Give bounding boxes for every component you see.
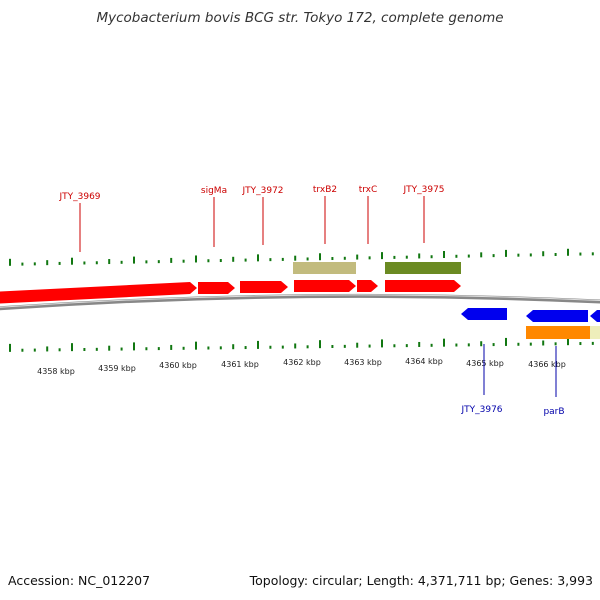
gene-label-parb[interactable]: parB [543, 407, 564, 417]
genome-summary-text: Topology: circular; Length: 4,371,711 bp… [249, 573, 593, 588]
gene-arrow-parb[interactable] [526, 310, 588, 322]
gene-label-jty_3975[interactable]: JTY_3975 [402, 185, 444, 195]
genome-backbone [0, 293, 600, 311]
feature-olive[interactable] [385, 262, 461, 274]
gene-arrow-jty3969[interactable] [0, 282, 197, 304]
genome-title: Mycobacterium bovis BCG str. Tokyo 172, … [96, 10, 504, 26]
gene-arrow-jty3972[interactable] [240, 281, 288, 293]
gene-arrow-trxb2[interactable] [294, 280, 356, 292]
gene-arrow-unlabeled[interactable] [590, 310, 600, 322]
kbp-scale: 4358 kbp 4359 kbp 4360 kbp 4361 kbp 4362 kbp… [37, 357, 566, 376]
reverse-strand-track [461, 308, 600, 339]
kbp-label: 4361 kbp [221, 360, 259, 369]
kbp-label: 4363 kbp [344, 358, 382, 367]
kbp-label: 4365 kbp [466, 359, 504, 368]
gene-label-jty_3976[interactable]: JTY_3976 [460, 405, 502, 415]
gene-label-trxb2[interactable]: trxB2 [313, 185, 337, 195]
accession-text: Accession: NC_012207 [8, 573, 151, 588]
kbp-label: 4358 kbp [37, 367, 75, 376]
gene-arrow-jty3975[interactable] [385, 280, 461, 292]
gene-labels: JTY_3969 sigMa JTY_3972 trxB2 trxC JTY_3975 JT… [58, 185, 564, 417]
gene-arrow-jty3976[interactable] [461, 308, 507, 320]
gene-arrow-trxc[interactable] [357, 280, 378, 292]
gene-arrow-sigma[interactable] [198, 282, 235, 294]
gene-label-trxc[interactable]: trxC [359, 185, 378, 195]
genome-backbone-highlight [0, 294, 600, 308]
gene-label-jty_3972[interactable]: JTY_3972 [241, 186, 283, 196]
gene-label-jty_3969[interactable]: JTY_3969 [58, 192, 100, 202]
feature-cream[interactable] [590, 326, 600, 339]
kbp-label: 4364 kbp [405, 357, 443, 366]
bottom-tick-track [9, 337, 594, 352]
feature-tan[interactable] [293, 262, 356, 274]
kbp-label: 4362 kbp [283, 358, 321, 367]
feature-orange[interactable] [526, 326, 590, 339]
kbp-label: 4360 kbp [159, 361, 197, 370]
top-tick-track [9, 248, 594, 266]
gene-label-sigma[interactable]: sigMa [201, 186, 227, 196]
kbp-label: 4359 kbp [98, 364, 136, 373]
forward-strand-track [0, 262, 461, 304]
kbp-label: 4366 kbp [528, 360, 566, 369]
